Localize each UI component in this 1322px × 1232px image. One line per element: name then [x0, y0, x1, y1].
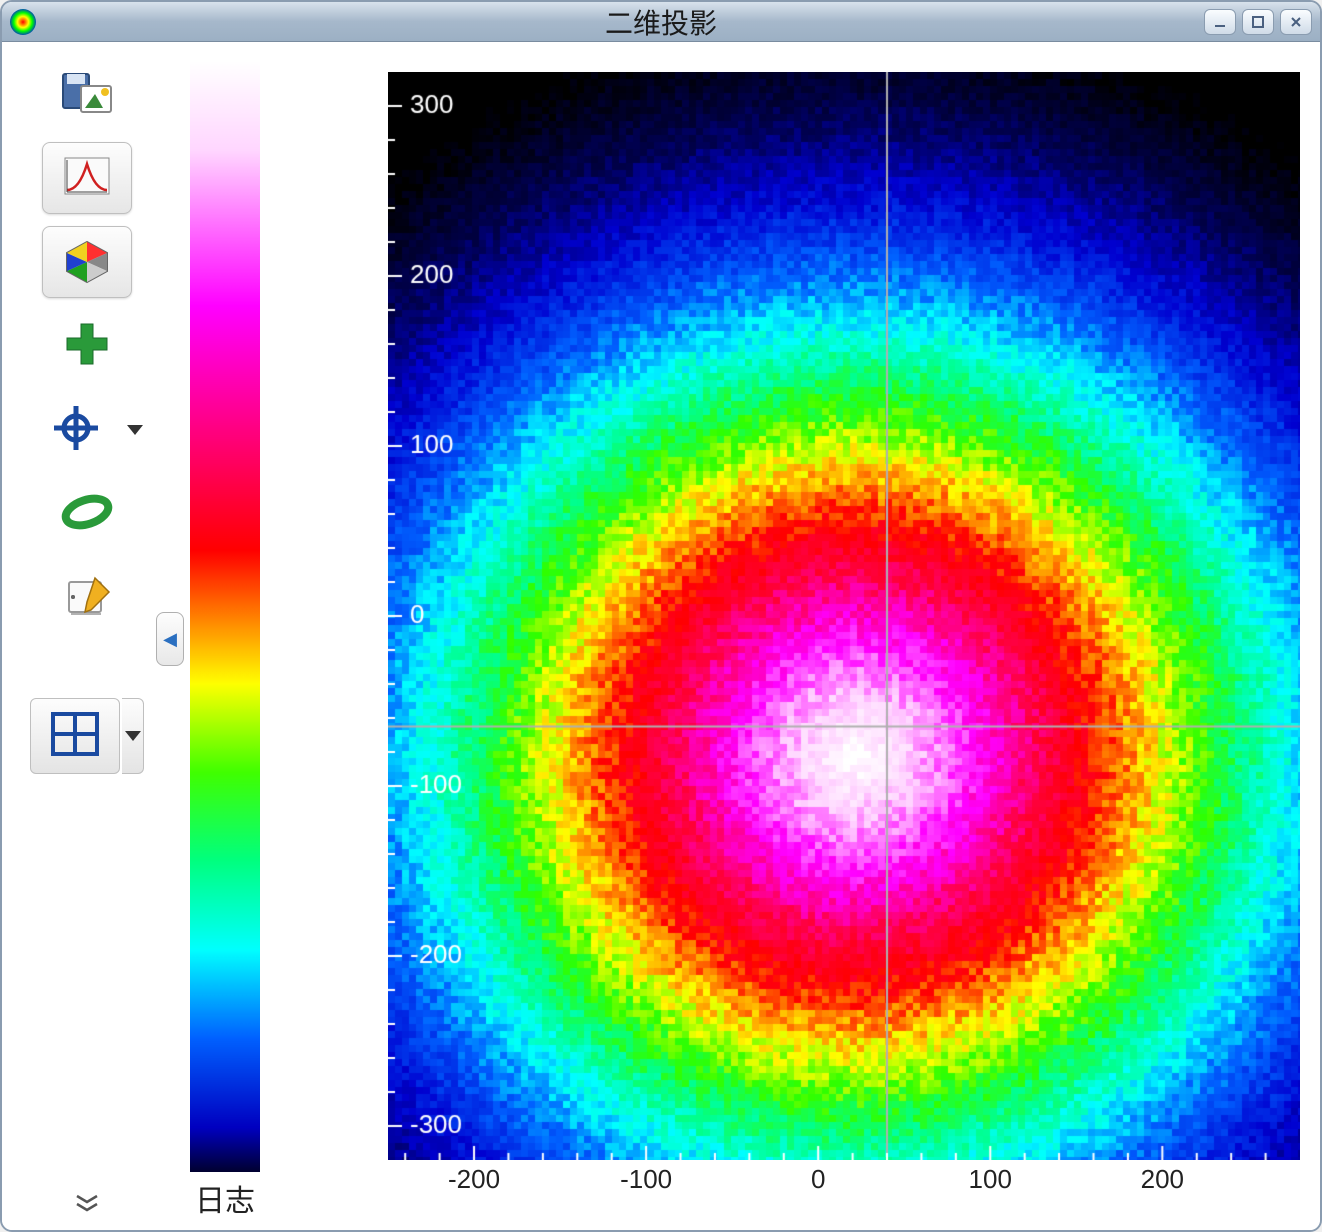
add-button[interactable] [42, 310, 132, 382]
grid-layout-button-dropdown[interactable] [122, 698, 144, 774]
maximize-button[interactable] [1242, 9, 1274, 35]
app-icon [10, 9, 36, 35]
save-image-icon [59, 68, 115, 121]
toolbar [12, 52, 162, 1220]
expand-toolbar-button[interactable] [73, 1194, 101, 1220]
colorbar-label: 日志 [195, 1176, 255, 1220]
grid-2x2-icon [47, 708, 103, 765]
note-pencil-icon [61, 572, 113, 625]
save-image-button[interactable] [42, 58, 132, 130]
x-tick-label: 100 [960, 1164, 1020, 1195]
collapse-colorbar-button[interactable]: ◀ [156, 612, 184, 666]
titlebar[interactable]: 二维投影 [2, 2, 1320, 42]
plot-area: -200-1000100200 [298, 62, 1300, 1180]
plus-green-icon [59, 316, 115, 377]
colormap-button[interactable] [42, 226, 132, 298]
ellipse-green-icon [59, 492, 115, 537]
colorbar-panel: ◀ 日志 [170, 52, 280, 1220]
target-button[interactable] [31, 394, 121, 466]
edit-annotation-button[interactable] [42, 562, 132, 634]
x-tick-label: 0 [788, 1164, 848, 1195]
crosshair-blue-icon [52, 404, 100, 457]
app-window: 二维投影 [0, 0, 1322, 1232]
grid-layout-button[interactable] [30, 698, 120, 774]
x-tick-label: -200 [444, 1164, 504, 1195]
target-button-dropdown[interactable] [127, 425, 143, 435]
minimize-button[interactable] [1204, 9, 1236, 35]
x-axis-labels: -200 -100 0 100 200 [388, 1164, 1300, 1204]
colorbar[interactable] [190, 62, 260, 1172]
ellipse-button[interactable] [42, 478, 132, 550]
hexagon-color-icon [59, 236, 115, 289]
close-button[interactable] [1280, 9, 1312, 35]
gaussian-button[interactable] [42, 142, 132, 214]
gaussian-icon [59, 152, 115, 205]
x-tick-label: 200 [1132, 1164, 1192, 1195]
window-title: 二维投影 [605, 2, 717, 42]
plot-canvas[interactable] [388, 72, 1300, 1160]
x-tick-label: -100 [616, 1164, 676, 1195]
window-controls [1204, 9, 1312, 35]
client-area: ◀ 日志 -200 -100 0 100 200 [2, 42, 1320, 1230]
